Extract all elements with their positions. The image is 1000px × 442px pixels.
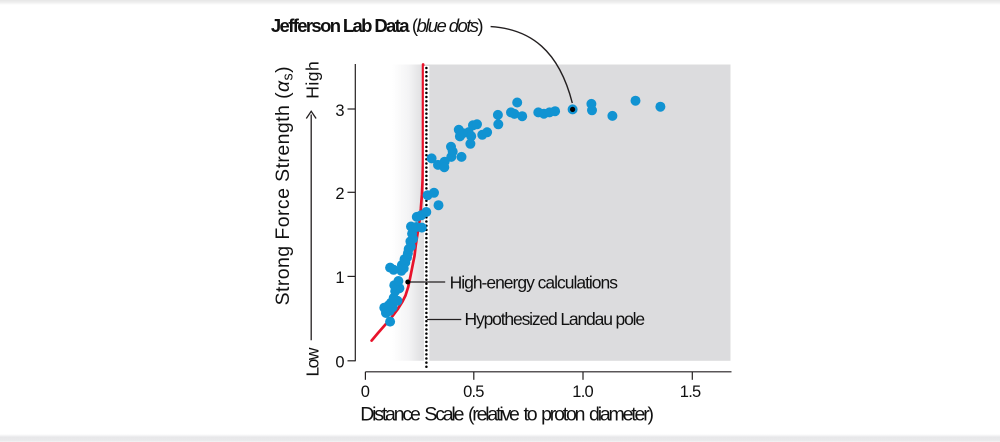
svg-text:Jefferson Lab Data(blue dots): Jefferson Lab Data (blue dots) (271, 15, 484, 36)
svg-text:High-energy calculations: High-energy calculations (450, 273, 619, 293)
svg-text:Hypothesized Landau pole: Hypothesized Landau pole (465, 309, 646, 329)
svg-text:0: 0 (361, 383, 370, 401)
svg-text:2: 2 (335, 185, 344, 203)
svg-text:Distance Scale (relative to pr: Distance Scale (relative to proton diame… (360, 403, 654, 425)
svg-text:Strong Force Strength (αs): Strong Force Strength (αs) (272, 66, 297, 305)
svg-text:0: 0 (335, 354, 344, 372)
svg-text:1: 1 (335, 269, 344, 287)
svg-text:1.5: 1.5 (680, 383, 701, 401)
svg-text:High: High (303, 61, 323, 99)
svg-text:0.5: 0.5 (463, 383, 484, 401)
svg-text:1.0: 1.0 (572, 383, 593, 401)
svg-text:3: 3 (335, 102, 344, 120)
svg-text:Low: Low (303, 347, 323, 376)
